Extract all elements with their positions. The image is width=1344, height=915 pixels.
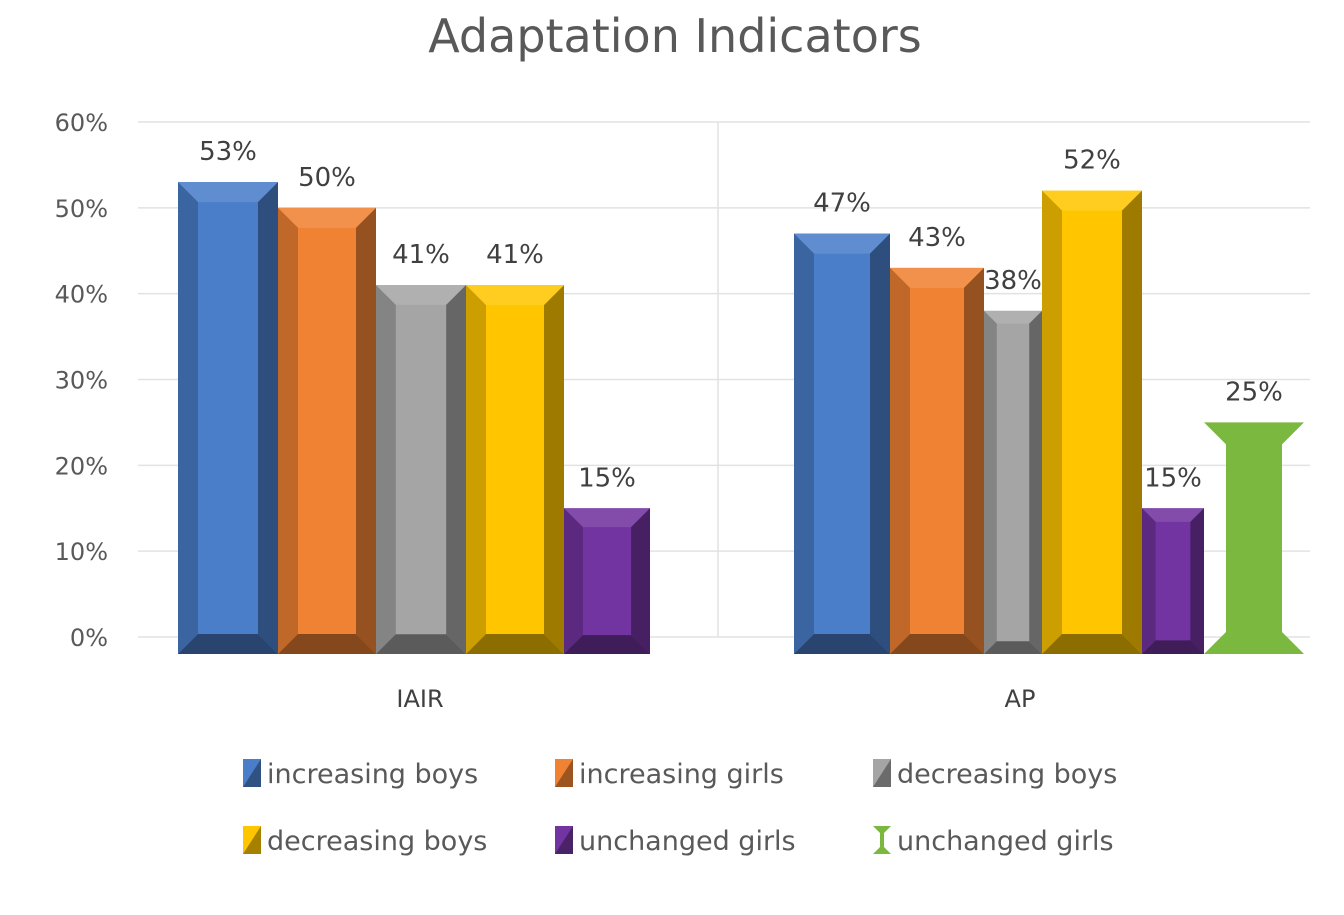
legend: increasing boys increasing girls decreasin… bbox=[243, 759, 1117, 857]
bar-bevel-right bbox=[446, 285, 466, 654]
data-label: 41% bbox=[486, 240, 544, 270]
bar-bevel-right bbox=[544, 285, 564, 654]
legend-label: decreasing boys bbox=[267, 826, 487, 857]
legend-label: unchanged girls bbox=[579, 826, 796, 857]
bar-bevel-bottom bbox=[794, 634, 890, 654]
y-tick-label: 50% bbox=[55, 195, 108, 223]
bar-bevel-top bbox=[794, 233, 890, 254]
bar-body bbox=[1204, 422, 1304, 654]
bar-bevel-bottom bbox=[278, 634, 376, 654]
legend-swatch-shade bbox=[555, 826, 573, 854]
bar-bevel-left bbox=[376, 285, 396, 654]
bar-bevel-top bbox=[564, 508, 650, 528]
legend-label: increasing boys bbox=[267, 759, 478, 790]
bar-bevel-top bbox=[890, 267, 984, 288]
data-label: 38% bbox=[984, 266, 1042, 296]
data-label: 43% bbox=[908, 223, 966, 253]
bar-bevel-right bbox=[258, 182, 278, 655]
legend-item: unchanged girls bbox=[873, 826, 1114, 857]
bar-bevel-top bbox=[178, 182, 278, 203]
bar bbox=[1204, 422, 1304, 654]
bar bbox=[1142, 508, 1204, 654]
legend-item: increasing boys bbox=[243, 759, 478, 790]
bar-bevel-left bbox=[890, 267, 910, 654]
legend-item: increasing girls bbox=[555, 759, 784, 790]
bar bbox=[178, 182, 278, 655]
y-tick-label: 10% bbox=[55, 538, 108, 566]
bars bbox=[178, 182, 1304, 655]
legend-item: decreasing boys bbox=[243, 826, 487, 857]
y-tick-label: 20% bbox=[55, 452, 108, 480]
chart-title: Adaptation Indicators bbox=[428, 9, 921, 63]
bar-bevel-left bbox=[984, 310, 997, 654]
y-tick-label: 40% bbox=[55, 281, 108, 309]
bar-bevel-left bbox=[564, 508, 583, 654]
legend-swatch-shade bbox=[243, 826, 261, 854]
x-category-label: AP bbox=[1005, 685, 1036, 713]
bar-bevel-bottom bbox=[984, 641, 1042, 654]
bar-bevel-left bbox=[278, 207, 298, 655]
data-label: 15% bbox=[1144, 463, 1202, 493]
bar-bevel-bottom bbox=[178, 634, 278, 654]
bar-bevel-top bbox=[376, 285, 466, 305]
bar-bevel-bottom bbox=[1142, 640, 1204, 654]
y-tick-label: 0% bbox=[70, 624, 108, 652]
bar-bevel-left bbox=[466, 285, 486, 654]
legend-swatch-hourglass-icon bbox=[873, 826, 891, 854]
bar-bevel-top bbox=[1142, 508, 1204, 522]
data-label: 41% bbox=[392, 240, 450, 270]
legend-swatch-shade bbox=[555, 759, 573, 787]
bar-bevel-right bbox=[356, 207, 376, 655]
bar-bevel-top bbox=[984, 310, 1042, 324]
legend-label: unchanged girls bbox=[897, 826, 1114, 857]
data-label: 50% bbox=[298, 163, 356, 193]
bar bbox=[890, 267, 984, 654]
bar-bevel-right bbox=[870, 233, 890, 655]
data-label: 15% bbox=[578, 463, 636, 493]
data-label: 53% bbox=[199, 137, 257, 167]
legend-swatch-shade bbox=[873, 759, 891, 787]
bar-bevel-left bbox=[794, 233, 814, 655]
bar-bevel-bottom bbox=[376, 634, 466, 654]
bar-bevel-top bbox=[466, 285, 564, 306]
bar-bevel-left bbox=[1142, 508, 1156, 654]
y-tick-label: 60% bbox=[55, 109, 108, 137]
bar-bevel-right bbox=[1190, 508, 1204, 654]
data-labels: 53% 50% 41% 41% 15% 47% 43% 38% 52% 15% 25% bbox=[199, 137, 1283, 493]
bar-bevel-bottom bbox=[564, 635, 650, 654]
bar-bevel-left bbox=[178, 182, 198, 655]
bar bbox=[564, 508, 650, 654]
legend-item: decreasing boys bbox=[873, 759, 1117, 790]
legend-label: increasing girls bbox=[579, 759, 784, 790]
data-label: 52% bbox=[1063, 146, 1121, 176]
bar-bevel-bottom bbox=[1042, 634, 1142, 654]
bar bbox=[376, 285, 466, 654]
bar-bevel-right bbox=[1029, 310, 1042, 654]
bar bbox=[466, 285, 564, 654]
bar bbox=[794, 233, 890, 655]
bar-bevel-bottom bbox=[466, 634, 564, 654]
bar-bevel-right bbox=[631, 508, 650, 654]
bar-bevel-right bbox=[1122, 190, 1142, 654]
legend-swatch-shade bbox=[243, 759, 261, 787]
bar-bevel-top bbox=[1042, 190, 1142, 211]
bar bbox=[1042, 190, 1142, 654]
bar-bevel-top bbox=[278, 207, 376, 228]
bar-bevel-bottom bbox=[890, 634, 984, 654]
bar bbox=[984, 310, 1042, 654]
x-category-label: IAIR bbox=[396, 685, 443, 713]
legend-label: decreasing boys bbox=[897, 759, 1117, 790]
bar-bevel-right bbox=[964, 267, 984, 654]
legend-item: unchanged girls bbox=[555, 826, 796, 857]
x-axis-categories: IAIR AP bbox=[396, 685, 1035, 713]
y-axis-ticks: 0% 10% 20% 30% 40% 50% 60% bbox=[55, 109, 108, 652]
y-tick-label: 30% bbox=[55, 367, 108, 395]
bar bbox=[278, 207, 376, 655]
data-label: 47% bbox=[813, 189, 871, 219]
bar-bevel-left bbox=[1042, 190, 1062, 654]
data-label: 25% bbox=[1225, 377, 1283, 407]
